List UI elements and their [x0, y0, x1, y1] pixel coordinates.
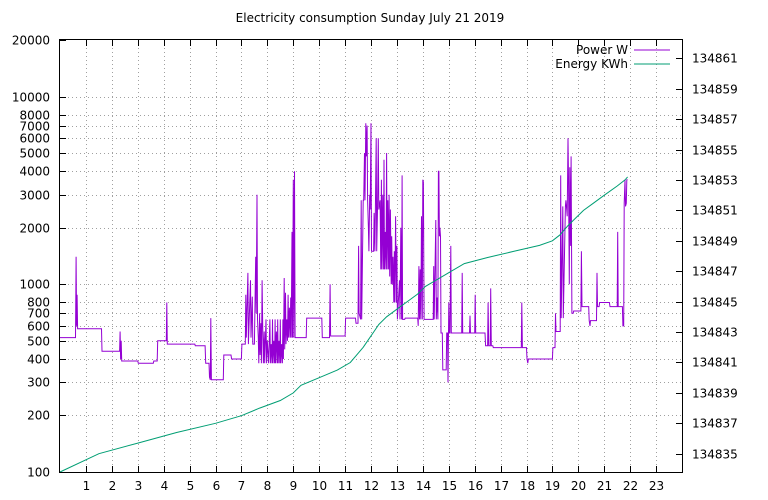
x-tick-label: 10 [312, 479, 327, 493]
series-group [59, 123, 628, 473]
x-axis-ticks: 1 2 3 4 5 6 7 8 9 10 11 12 13 14 15 16 17 18 19 20 21 22 23 [83, 40, 664, 493]
x-tick-label: 11 [338, 479, 353, 493]
left-tick-label: 300 [27, 376, 50, 390]
left-tick-label: 800 [27, 296, 50, 310]
right-tick-label: 134839 [692, 387, 738, 401]
left-tick-label: 200 [27, 409, 50, 423]
right-axis-ticks: 134835 134837 134839 134841 134843 134845 1348… [676, 52, 738, 462]
plot-frame [59, 39, 683, 473]
x-tick-label: 16 [468, 479, 483, 493]
x-tick-label: 19 [545, 479, 560, 493]
right-tick-label: 134849 [692, 235, 738, 249]
right-tick-label: 134851 [692, 204, 738, 218]
left-tick-label: 700 [27, 307, 50, 321]
left-tick-label: 1000 [19, 278, 50, 292]
left-tick-label: 100 [27, 466, 50, 480]
legend-label-energy: Energy KWh [555, 57, 628, 71]
x-tick-label: 23 [649, 479, 664, 493]
x-tick-label: 12 [364, 479, 379, 493]
right-tick-label: 134861 [692, 52, 738, 66]
x-tick-label: 22 [623, 479, 638, 493]
left-tick-label: 3000 [19, 189, 50, 203]
legend-label-power: Power W [576, 43, 628, 57]
left-tick-label: 7000 [19, 120, 50, 134]
x-tick-label: 3 [135, 479, 143, 493]
x-tick-label: 2 [109, 479, 117, 493]
left-tick-label: 20000 [12, 34, 50, 48]
right-tick-label: 134855 [692, 144, 738, 158]
left-tick-label: 400 [27, 353, 50, 367]
series-line-energy [59, 176, 628, 473]
right-tick-label: 134857 [692, 113, 738, 127]
x-tick-label: 18 [520, 479, 535, 493]
series-line-power [60, 123, 628, 383]
right-tick-label: 134859 [692, 83, 738, 97]
right-tick-label: 134843 [692, 326, 738, 340]
left-tick-label: 500 [27, 335, 50, 349]
x-tick-label: 7 [238, 479, 246, 493]
right-tick-label: 134841 [692, 356, 738, 370]
x-tick-label: 8 [264, 479, 272, 493]
left-tick-label: 5000 [19, 147, 50, 161]
legend: Power W Energy KWh [555, 43, 670, 71]
right-tick-label: 134837 [692, 417, 738, 431]
right-tick-label: 134835 [692, 448, 738, 462]
left-tick-label: 4000 [19, 165, 50, 179]
x-tick-label: 5 [187, 479, 195, 493]
left-tick-label: 2000 [19, 222, 50, 236]
x-tick-label: 17 [494, 479, 509, 493]
right-tick-label: 134847 [692, 265, 738, 279]
x-tick-label: 13 [390, 479, 405, 493]
x-tick-label: 21 [597, 479, 612, 493]
grid [60, 40, 682, 472]
chart-title: Electricity consumption Sunday July 21 2… [236, 11, 505, 25]
x-tick-label: 1 [83, 479, 91, 493]
x-tick-label: 14 [416, 479, 431, 493]
x-tick-label: 20 [571, 479, 586, 493]
left-tick-label: 10000 [12, 91, 50, 105]
left-tick-label: 8000 [19, 109, 50, 123]
x-tick-label: 6 [213, 479, 221, 493]
left-tick-label: 6000 [19, 132, 50, 146]
right-tick-label: 134853 [692, 174, 738, 188]
x-tick-label: 9 [290, 479, 298, 493]
x-tick-label: 4 [161, 479, 169, 493]
x-tick-label: 15 [442, 479, 457, 493]
left-tick-label: 600 [27, 320, 50, 334]
right-tick-label: 134845 [692, 296, 738, 310]
